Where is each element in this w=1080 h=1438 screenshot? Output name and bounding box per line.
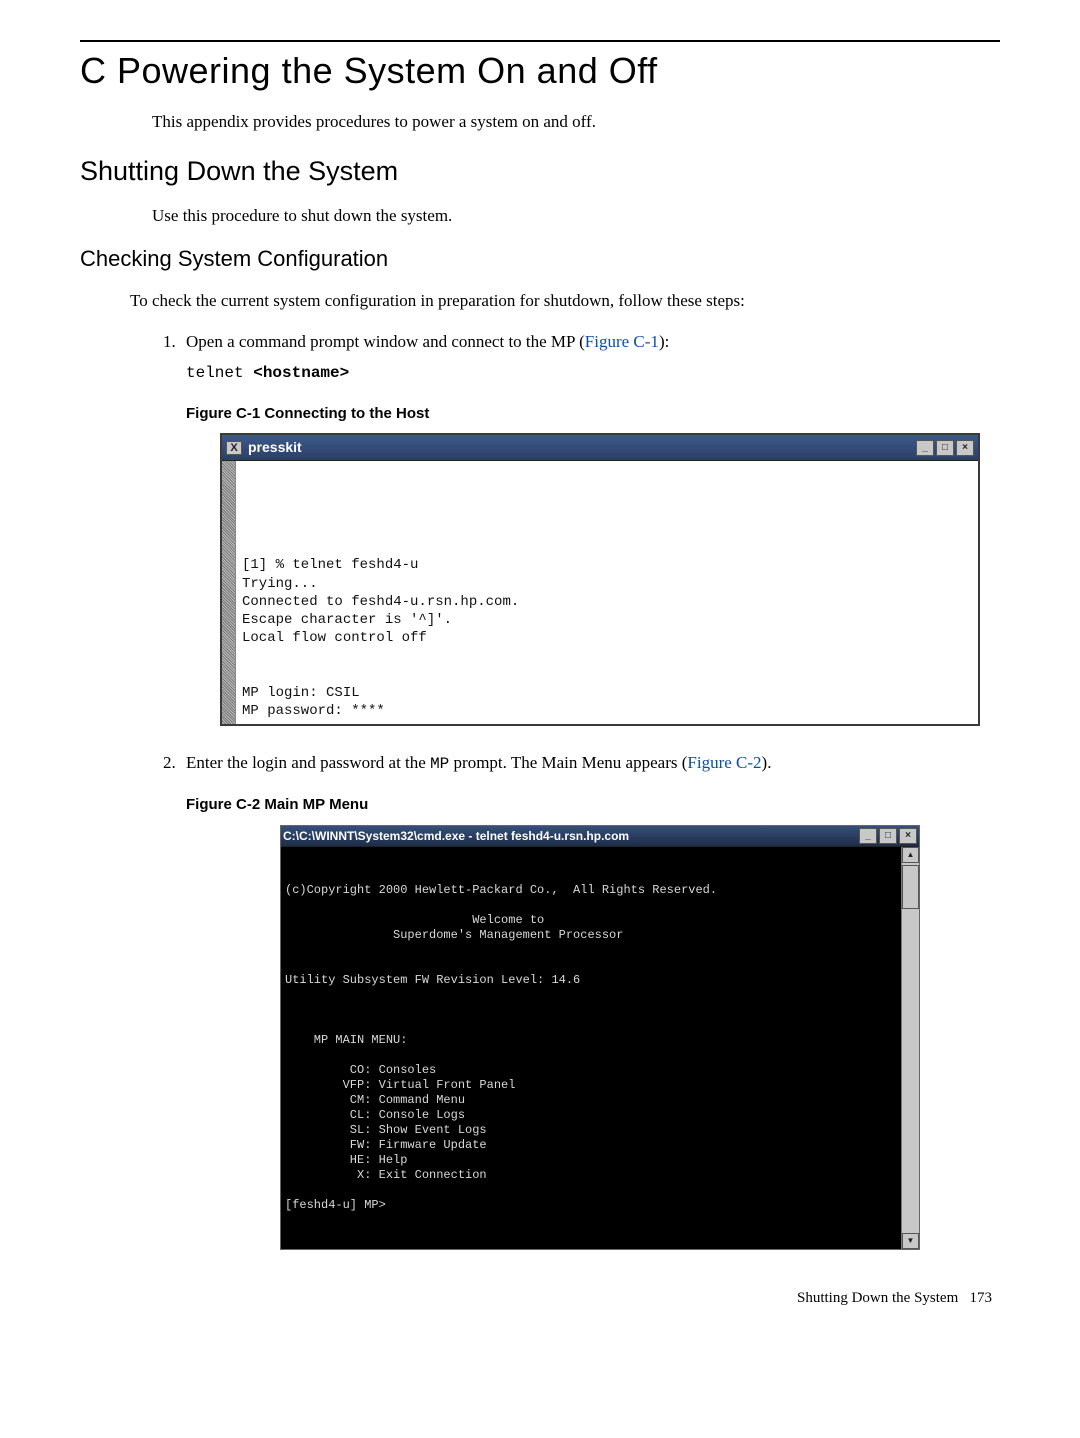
- telnet-cmd-arg: <hostname>: [253, 364, 349, 382]
- window-title-2: C:\WINNT\System32\cmd.exe - telnet feshd…: [299, 827, 859, 845]
- step-2: Enter the login and password at the MP p…: [180, 750, 1000, 1250]
- top-rule: [80, 40, 1000, 42]
- window-title-1: presskit: [248, 437, 916, 458]
- cmd-app-icon: C:\: [283, 827, 299, 845]
- titlebar-1: X presskit _ □ ×: [222, 435, 978, 461]
- terminal-output-1: [1] % telnet feshd4-u Trying... Connecte…: [236, 461, 978, 724]
- intro-text: This appendix provides procedures to pow…: [152, 110, 1000, 134]
- maximize-button-2[interactable]: □: [879, 828, 897, 844]
- telnet-cmd-prefix: telnet: [186, 364, 253, 382]
- terminal-output-2: (c)Copyright 2000 Hewlett-Packard Co., A…: [281, 847, 901, 1249]
- step1-pre: Open a command prompt window and connect…: [186, 332, 585, 351]
- window-app-icon: X: [226, 441, 242, 455]
- terminal-window-1: X presskit _ □ × [1] % telnet feshd4-u T…: [220, 433, 980, 726]
- minimize-button-2[interactable]: _: [859, 828, 877, 844]
- footer-page: 173: [970, 1290, 993, 1306]
- scroll-thumb[interactable]: [902, 865, 919, 909]
- scroll-track[interactable]: [902, 909, 919, 1233]
- scrollbar-stripe[interactable]: [222, 461, 236, 724]
- figure-c2-link[interactable]: Figure C-2: [687, 753, 761, 772]
- figure-c1-caption: Figure C-1 Connecting to the Host: [186, 403, 1000, 426]
- figure-c1-link[interactable]: Figure C-1: [585, 332, 659, 351]
- page-footer: Shutting Down the System 173: [80, 1290, 1000, 1307]
- close-button[interactable]: ×: [956, 440, 974, 456]
- footer-text: Shutting Down the System: [797, 1290, 958, 1306]
- step2-post: ).: [762, 753, 772, 772]
- scroll-down-button[interactable]: ▼: [902, 1233, 919, 1249]
- step2-pre: Enter the login and password at the: [186, 753, 430, 772]
- mp-literal: MP: [430, 755, 449, 773]
- vertical-scrollbar[interactable]: ▲ ▼: [901, 847, 919, 1249]
- steps-list: Open a command prompt window and connect…: [152, 329, 1000, 1249]
- maximize-button[interactable]: □: [936, 440, 954, 456]
- subsection-heading: Checking System Configuration: [80, 246, 1000, 272]
- titlebar-2: C:\ C:\WINNT\System32\cmd.exe - telnet f…: [281, 826, 919, 847]
- minimize-button[interactable]: _: [916, 440, 934, 456]
- page-title: C Powering the System On and Off: [80, 50, 1000, 92]
- close-button-2[interactable]: ×: [899, 828, 917, 844]
- figure-c2-caption: Figure C-2 Main MP Menu: [186, 794, 1000, 817]
- step1-post: ):: [659, 332, 669, 351]
- subsection-text: To check the current system configuratio…: [130, 289, 1000, 313]
- terminal-window-2: C:\ C:\WINNT\System32\cmd.exe - telnet f…: [280, 825, 920, 1250]
- section-text: Use this procedure to shut down the syst…: [152, 204, 1000, 228]
- step-1: Open a command prompt window and connect…: [180, 329, 1000, 726]
- scroll-up-button[interactable]: ▲: [902, 847, 919, 863]
- step2-mid: prompt. The Main Menu appears (: [449, 753, 687, 772]
- section-heading: Shutting Down the System: [80, 156, 1000, 187]
